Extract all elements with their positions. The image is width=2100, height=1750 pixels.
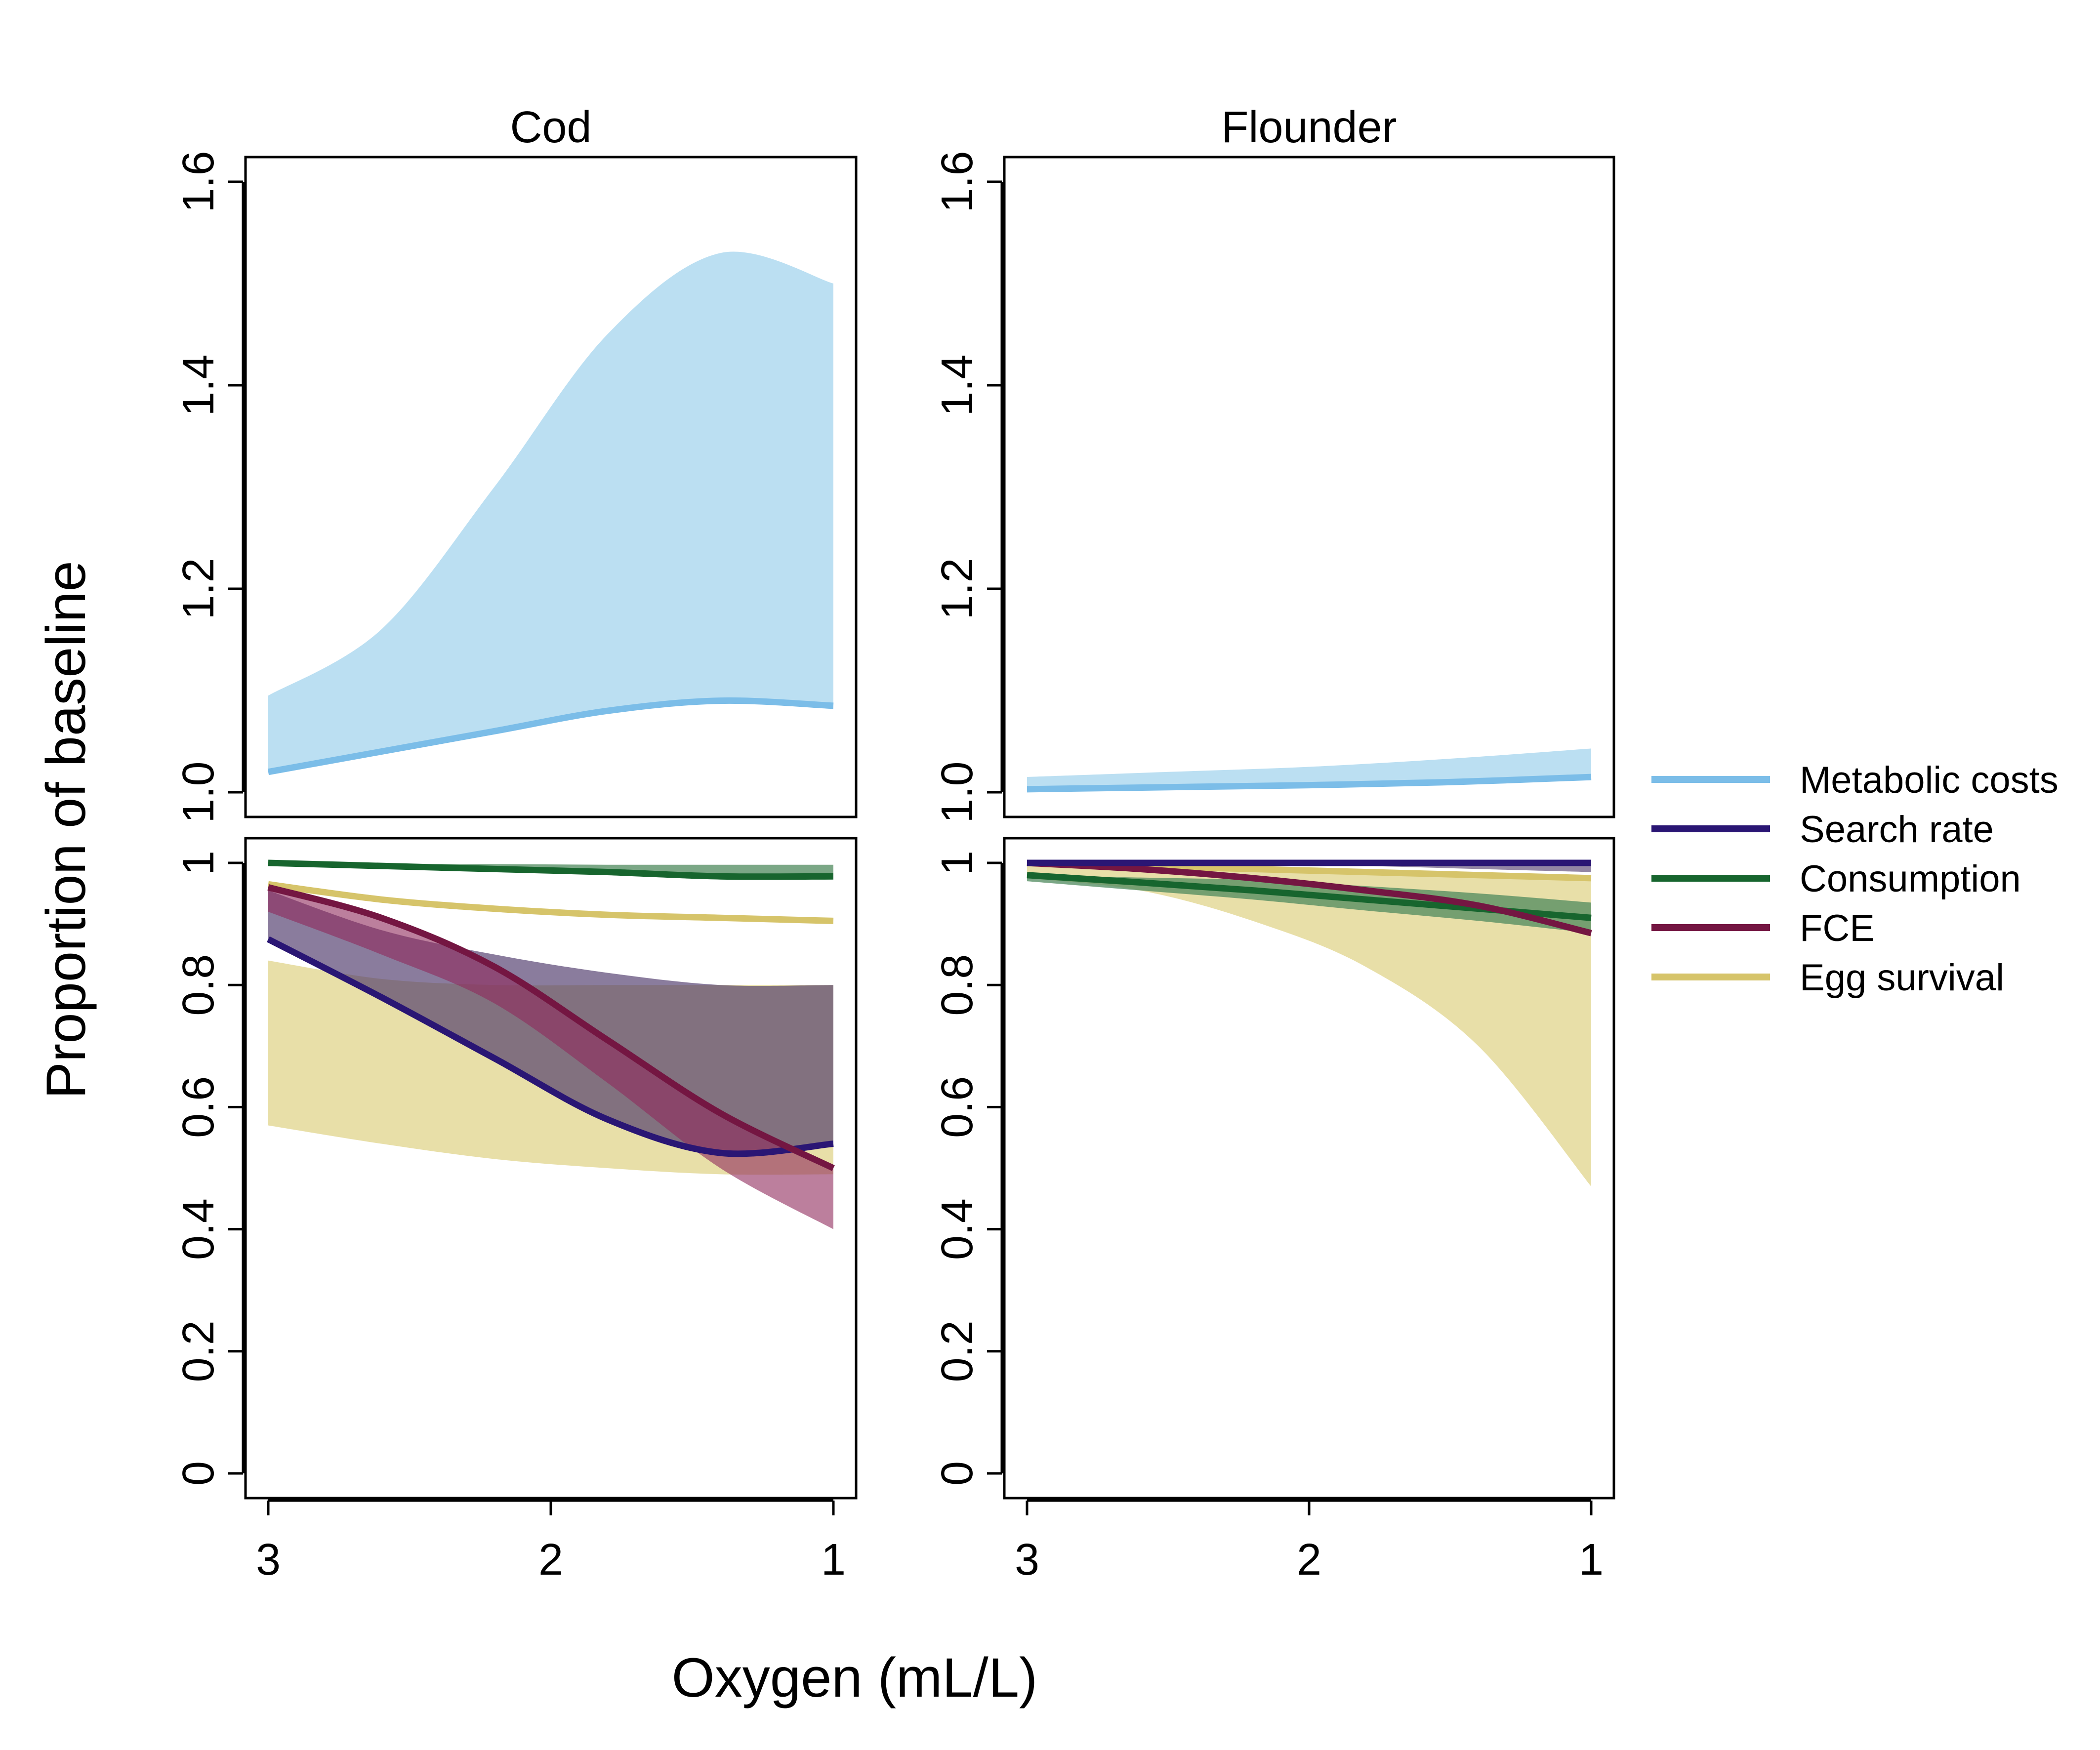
y-tick-label: 1.2 [174,558,223,619]
band-metabolic-costs [268,251,833,772]
y-tick-label: 0.6 [933,1076,982,1138]
y-tick-label: 0 [174,1461,223,1486]
panels: 1.01.21.41.6Cod1.01.21.41.6Flounder00.20… [174,103,1615,1585]
y-tick-label: 0.4 [174,1198,223,1260]
x-tick-label: 3 [256,1535,281,1585]
y-tick-label: 0.2 [933,1320,982,1382]
panel-frame [1003,156,1615,818]
band-egg-survival [1027,863,1591,1187]
y-tick-label: 1.4 [933,354,982,416]
x-tick-label: 1 [821,1535,846,1585]
panel-title: Flounder [1221,103,1397,152]
x-tick-label: 1 [1579,1535,1604,1585]
panel-2: 1.0 1.2 1.4 1.6 Flounder [933,103,1615,823]
y-tick-label: 0.4 [933,1198,982,1260]
line-egg-survival [268,881,834,924]
panel-frame [244,156,858,818]
line-fce [267,884,835,1171]
y-tick-label: 1.6 [174,151,223,212]
y-tick-label: 0.8 [174,954,223,1016]
band-fce [268,887,833,1229]
panel-4-data [1027,859,1592,1187]
panel-4: 0 0.2 0.4 0.6 0.8 1 3 2 1 [933,837,1615,1585]
panel-frame [244,837,858,1500]
legend-item: Search rate [1651,809,1994,851]
legend-item: Consumption [1651,858,2021,900]
y-tick-label: 1 [174,851,223,875]
legend-label: Consumption [1800,858,2021,900]
y-tick-label: 1.0 [933,761,982,823]
legend-label: Metabolic costs [1800,759,2059,801]
legend: Metabolic costs Search rate Consumption FCE… [1651,759,2059,999]
x-tick-label: 2 [1297,1535,1321,1585]
legend-item: Egg survival [1651,957,2004,999]
legend-item: FCE [1651,907,1875,949]
panel-3: 0 0.2 0.4 0.6 0.8 1 3 2 1 [174,837,858,1585]
y-tick-label: 0.8 [933,954,982,1016]
panel-frame [1003,837,1615,1500]
y-tick-label: 0.6 [174,1076,223,1138]
x-tick-label: 3 [1015,1535,1039,1585]
band-consumption [1027,875,1591,934]
legend-label: Egg survival [1800,957,2004,999]
panel-1: 1.0 1.2 1.4 1.6 Cod [174,103,858,823]
line-metabolic-costs [267,697,834,775]
x-axis-title: Oxygen (mL/L) [672,1647,1038,1709]
y-tick-label: 0.2 [174,1320,223,1382]
panel-2-data [1027,748,1592,793]
panel-3-data [267,859,835,1229]
y-tick-label: 1 [933,851,982,875]
legend-label: Search rate [1800,809,1994,851]
line-fce [1027,859,1592,936]
panel-title: Cod [510,103,591,152]
x-tick-label: 2 [538,1535,563,1585]
line-metabolic-costs [1027,773,1592,793]
legend-item: Metabolic costs [1651,759,2059,801]
y-tick-label: 1.4 [174,354,223,416]
y-tick-label: 1.6 [933,151,982,212]
y-tick-label: 1.0 [174,761,223,823]
legend-label: FCE [1800,907,1875,949]
y-axis-title: Proportion of baseline [35,561,97,1099]
line-consumption [268,859,834,880]
panel-1-data [267,251,834,775]
line-search-rate [267,936,834,1157]
y-tick-label: 0 [933,1461,982,1486]
y-tick-label: 1.2 [933,558,982,619]
